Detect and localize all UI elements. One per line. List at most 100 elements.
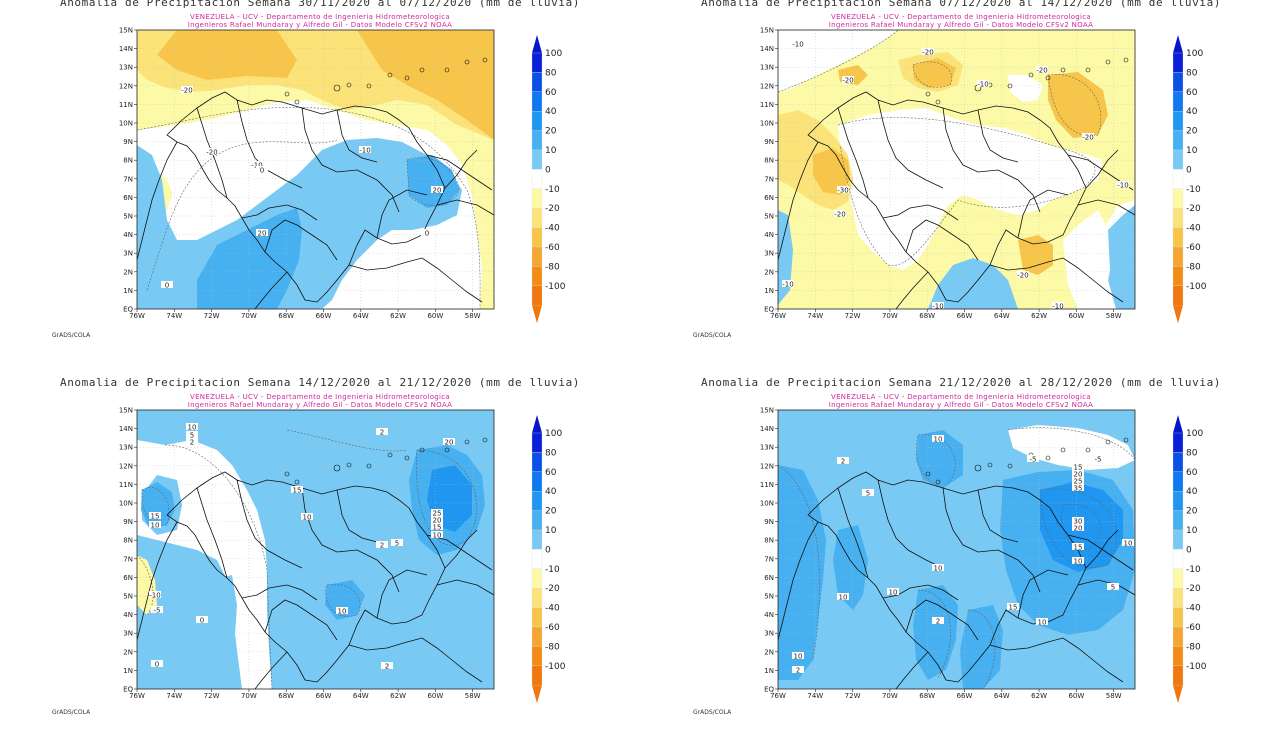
colorbar-label: 20 [545, 127, 557, 137]
contour-label: 5 [186, 431, 198, 440]
map-panel-4: Anomalia de Precipitacion Semana 21/12/2… [641, 376, 1280, 740]
colorbar-label: 0 [1186, 545, 1192, 555]
contour-label: 25 [431, 509, 443, 518]
colorbar-segment [531, 208, 543, 228]
contour-label-text: 30 [1074, 518, 1083, 526]
lat-tick-label: 11N [119, 481, 133, 489]
contour-label-bg [1072, 524, 1084, 531]
colorbar-segment [1172, 471, 1184, 492]
grads-credit: GrADS/COLA [693, 709, 732, 716]
lon-tick-label: 68W [278, 692, 294, 700]
contour-label-bg [431, 186, 443, 193]
lat-tick-label: 6N [123, 574, 133, 582]
contour-label-bg [1072, 517, 1084, 524]
contour-label: 20 [431, 186, 443, 195]
colorbar-label: 20 [1186, 507, 1198, 517]
panel-subtitle-authors: Ingenieros Rafael Mundaray y Alfredo Gil… [187, 401, 453, 409]
colorbar-segment [531, 452, 543, 472]
contour-label-text: -10 [792, 41, 803, 49]
contour-label-text: 2 [380, 542, 384, 550]
country-borders [137, 471, 494, 689]
contour-label-text: 10 [338, 608, 347, 616]
colorbar-label: 10 [1186, 526, 1198, 536]
contour-label-text: 0 [165, 282, 169, 290]
colorbar-label: -60 [545, 243, 560, 253]
colorbar-label: -60 [545, 623, 560, 633]
colorbar-segment [1172, 266, 1184, 286]
island-outline [346, 462, 352, 468]
island-outline [1085, 67, 1091, 73]
colorbar-arrow-top [532, 35, 542, 53]
lon-tick-label: 74W [166, 312, 182, 320]
contour-label: 35 [1072, 484, 1084, 493]
island-outline [935, 99, 941, 105]
colorbar-arrow-bottom [1173, 305, 1183, 324]
contour-label: -30 [837, 186, 849, 195]
contour-label-text: 2 [380, 429, 384, 437]
contour-label-bg [792, 40, 804, 47]
contour-label: 10 [1072, 557, 1084, 566]
contour-label-bg [391, 539, 403, 546]
colorbar-segment [531, 646, 543, 666]
colorbar-segment [1172, 227, 1184, 248]
contour-label-bg [196, 616, 208, 623]
colorbar-arrow-bottom [532, 685, 542, 704]
contour-label: 10 [336, 607, 348, 616]
lat-tick-label: 6N [764, 574, 774, 582]
lat-tick-label: 14N [119, 45, 133, 53]
contour-label: 20 [256, 229, 268, 238]
contour-label: -5 [151, 606, 163, 615]
contour-line [778, 464, 820, 661]
lat-tick-label: 14N [760, 425, 774, 433]
panel-subtitle-institution: VENEZUELA - UCV - Departamento de Ingeni… [831, 393, 1091, 401]
contour-label-text: -10 [149, 592, 160, 600]
lon-tick-label: 60W [1068, 692, 1084, 700]
lat-tick-label: 15N [119, 27, 133, 35]
colorbar-label: -100 [1186, 662, 1207, 672]
colorbar-segment [531, 568, 543, 589]
colorbar-label: -60 [1186, 243, 1201, 253]
contour-label: -20 [181, 86, 193, 95]
plot-area: -10 -20 -20 -20 -10 -20 -30 -20 -10 -10 -20 -10 -10 1… [760, 27, 1136, 320]
lat-tick-label: 7N [764, 555, 774, 563]
contour-label-bg [1052, 302, 1064, 309]
colorbar-label: -20 [1186, 204, 1201, 214]
colorbar-segment [531, 665, 543, 686]
lat-tick-label: 13N [760, 64, 774, 72]
colorbar-segment [1172, 549, 1184, 569]
contour-label-bg [1117, 181, 1129, 188]
lon-tick-label: 66W [316, 312, 332, 320]
country-borders [137, 91, 494, 309]
colorbar-segment [531, 529, 543, 550]
colorbar-segment [531, 169, 543, 189]
lon-tick-label: 62W [1031, 312, 1047, 320]
lat-tick-label: 11N [119, 101, 133, 109]
contour-label-bg [376, 541, 388, 548]
lat-tick-label: 4N [764, 231, 774, 239]
lat-tick-label: 1N [123, 667, 133, 675]
contour-label-bg [837, 593, 849, 600]
lat-tick-label: 10N [760, 120, 774, 128]
colorbar-segment [531, 471, 543, 492]
lon-tick-label: 76W [129, 692, 145, 700]
colorbar-segment [531, 285, 543, 306]
plot-frame [136, 29, 495, 310]
colorbar-segment [1172, 130, 1184, 151]
contour-label: 10 [186, 423, 198, 432]
colorbar-label: 40 [545, 487, 557, 497]
contour-label-bg [1036, 618, 1048, 625]
lon-tick-label: 64W [994, 312, 1010, 320]
contour-label-text: -10 [932, 303, 943, 311]
colorbar-label: -10 [545, 565, 560, 575]
lon-tick-label: 72W [204, 692, 220, 700]
colorbar-segment [531, 130, 543, 151]
contour-label: 10 [837, 593, 849, 602]
contour-label-bg [782, 280, 794, 287]
contour-label-bg [149, 521, 161, 528]
plot-frame [136, 409, 495, 690]
contour-label-bg [161, 281, 173, 288]
contour-label-bg [837, 186, 849, 193]
